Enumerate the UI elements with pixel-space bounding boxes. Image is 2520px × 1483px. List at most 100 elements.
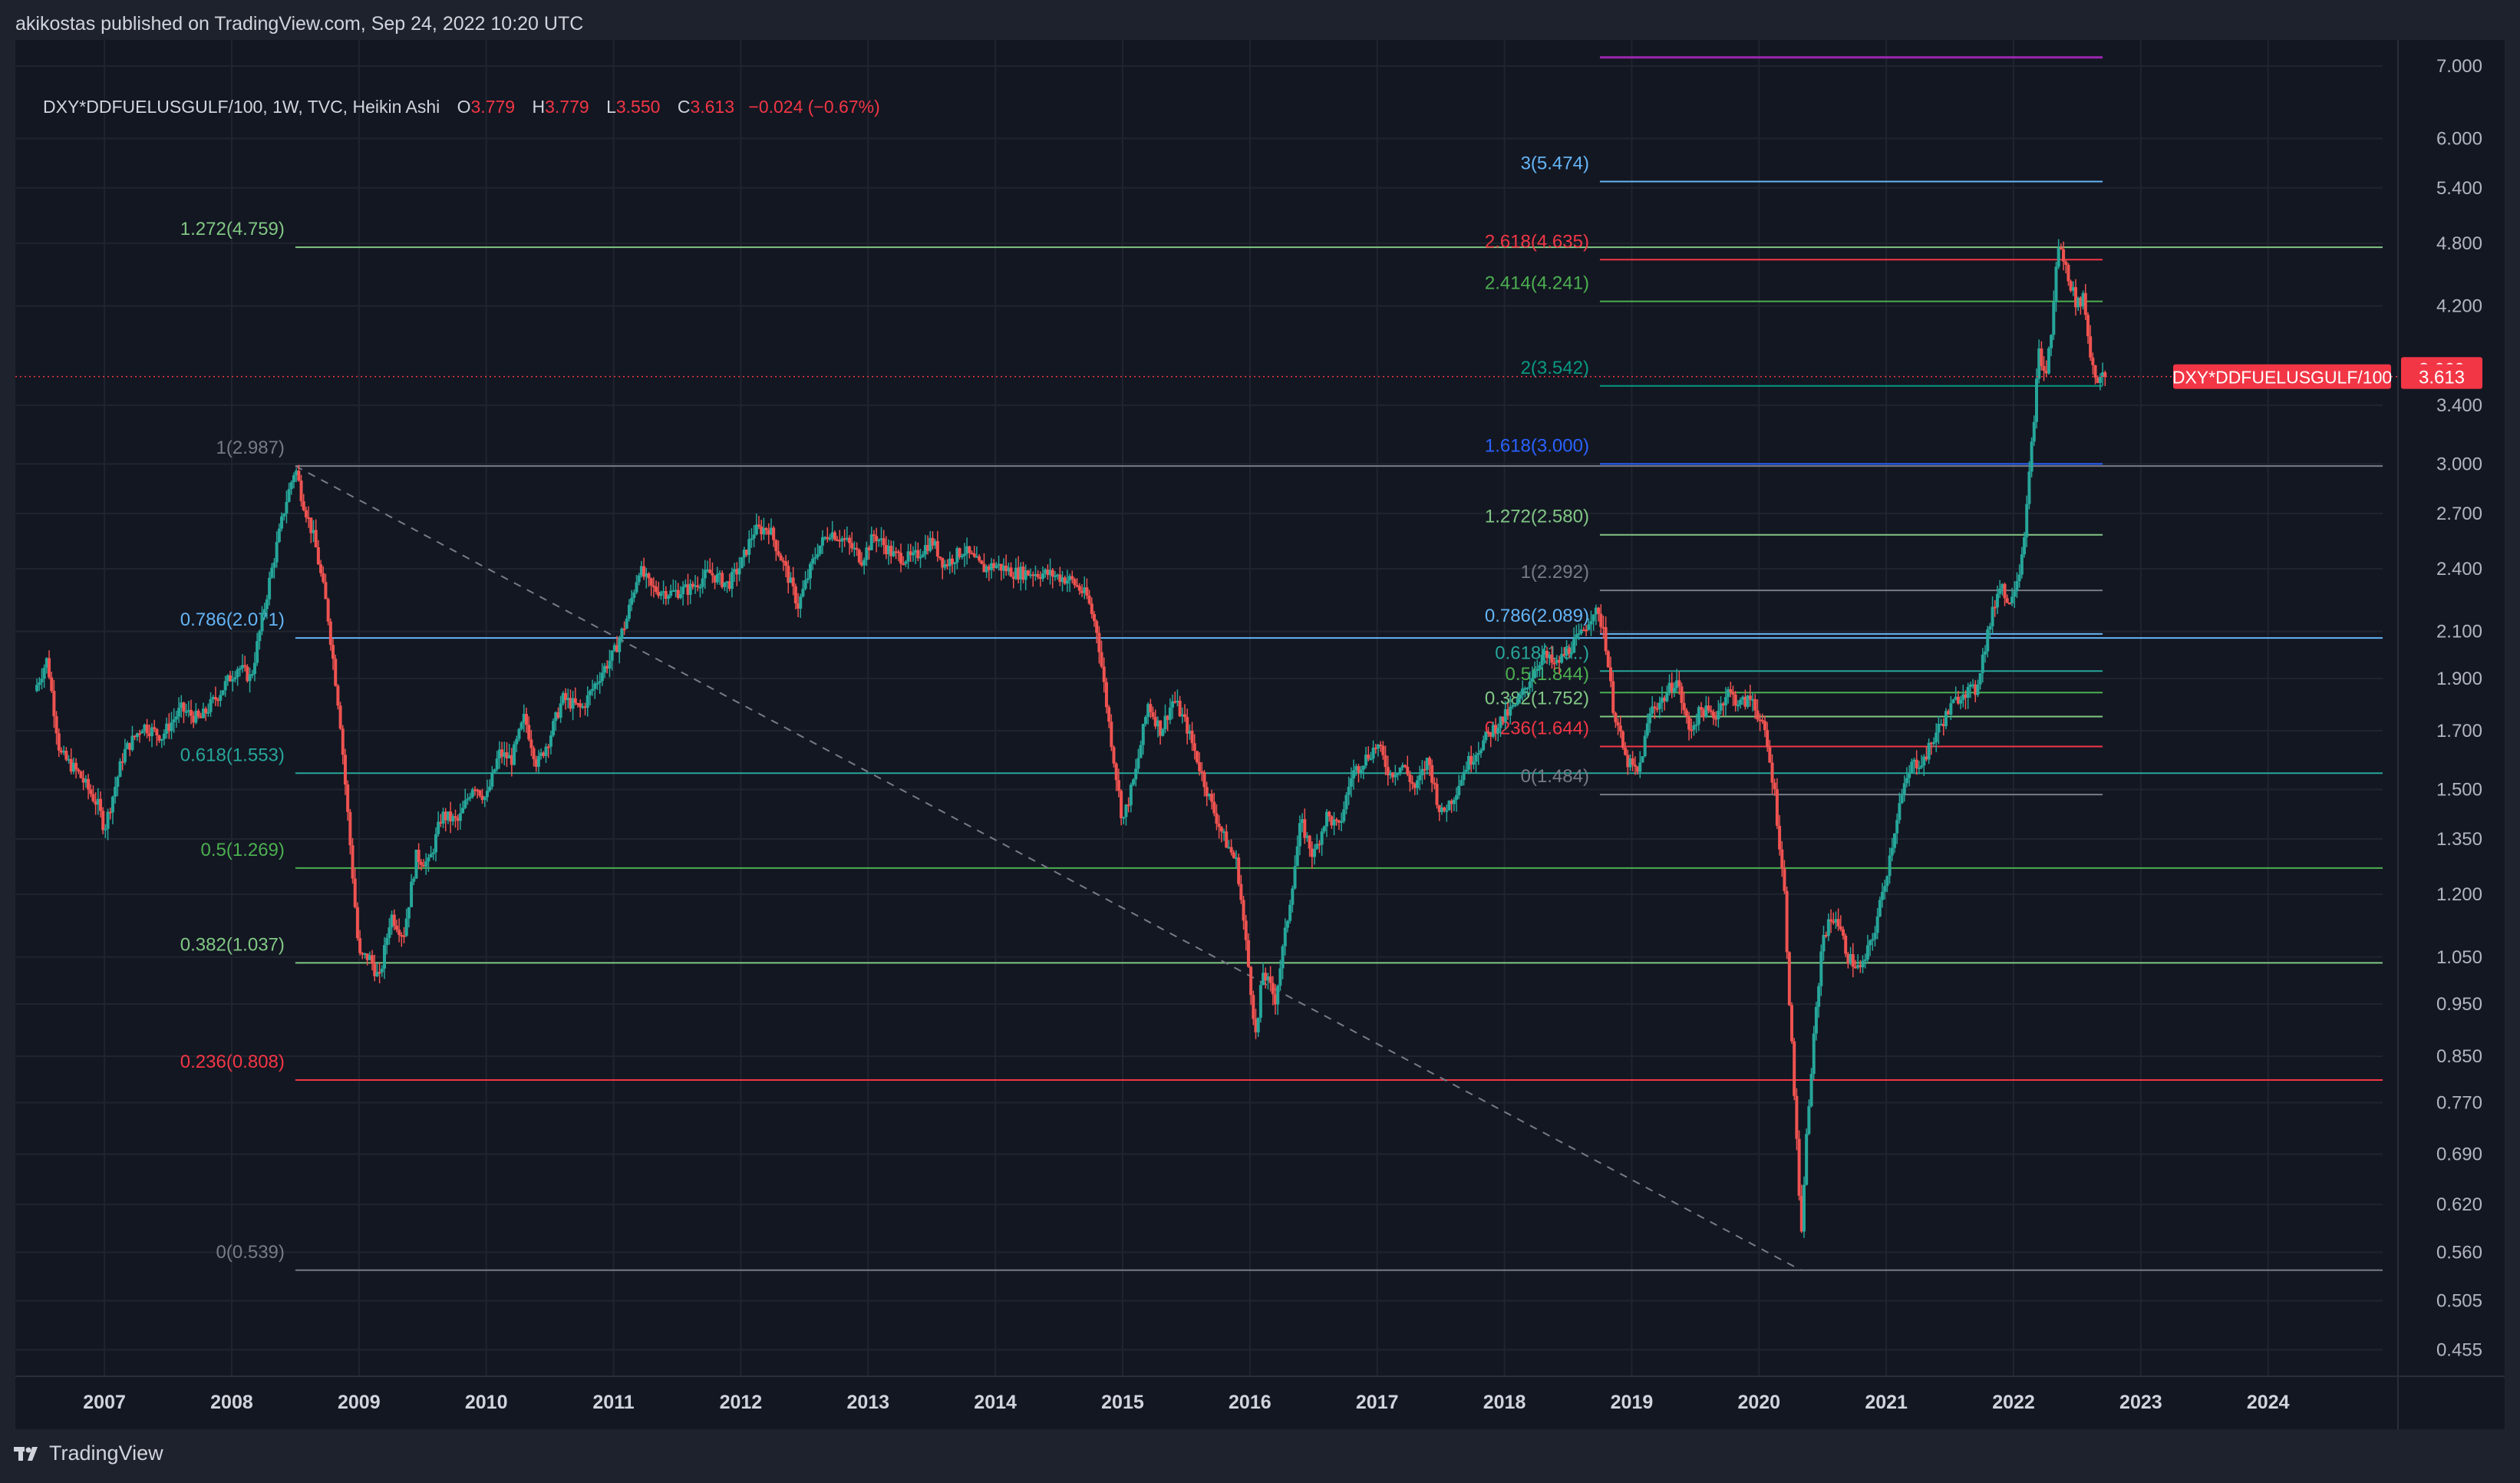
tradingview-brand[interactable]: TradingView bbox=[14, 1442, 163, 1465]
candle-body bbox=[1100, 652, 1103, 667]
candle-body bbox=[1310, 848, 1314, 857]
candle-body bbox=[1450, 801, 1453, 804]
candle-body bbox=[1217, 824, 1221, 827]
candle-body bbox=[627, 604, 631, 619]
time-axis[interactable]: 2007 2008 2009 2010 2011 2012 2013 2014 2015 2016… bbox=[83, 1392, 2289, 1413]
candle-body bbox=[1829, 919, 1833, 922]
candle-body bbox=[678, 594, 682, 599]
candle-body bbox=[302, 500, 305, 510]
candle-body bbox=[764, 527, 768, 530]
candle-body bbox=[914, 550, 918, 553]
candle-body bbox=[777, 551, 780, 556]
time-tick-label: 2012 bbox=[720, 1392, 763, 1413]
price-tick-label: 0.560 bbox=[2436, 1242, 2482, 1263]
candle-body bbox=[818, 545, 822, 554]
fib-extension-right[interactable]: 3(5.474) 2.618(4.635) 2.414(4.241) 2(3.542)… bbox=[1485, 56, 2103, 796]
time-tick-label: 2016 bbox=[1229, 1392, 1272, 1413]
high-value: 3.779 bbox=[545, 97, 589, 117]
candle-body bbox=[1550, 654, 1554, 663]
candle-body bbox=[1455, 794, 1459, 801]
candle-body bbox=[532, 748, 536, 760]
candle-body bbox=[1739, 699, 1743, 705]
candle-body bbox=[816, 553, 820, 557]
candle-body bbox=[368, 955, 371, 960]
candle-body bbox=[1324, 811, 1328, 827]
candle-body bbox=[147, 733, 151, 737]
price-chart[interactable]: 1.272(4.759) 1(2.987) 0.786(2.071) 0.618(1.… bbox=[15, 40, 2505, 1429]
candle-body bbox=[708, 570, 712, 573]
series-name-label: DXY*DDFUELUSGULF/100 bbox=[2172, 368, 2392, 388]
candle-body bbox=[896, 551, 900, 553]
candle-body bbox=[1484, 732, 1488, 741]
candle-body bbox=[539, 752, 543, 757]
candle-body bbox=[221, 690, 225, 695]
candle-body bbox=[277, 528, 281, 543]
candle-body bbox=[1163, 715, 1167, 730]
candle-body bbox=[1599, 613, 1603, 627]
candle-body bbox=[314, 530, 318, 547]
chart-panel[interactable]: 1.272(4.759) 1(2.987) 0.786(2.071) 0.618(1.… bbox=[15, 40, 2505, 1429]
price-tick-label: 0.850 bbox=[2436, 1046, 2482, 1067]
candle-body bbox=[651, 585, 655, 587]
candle-body bbox=[172, 719, 176, 723]
candle-body bbox=[823, 537, 827, 539]
candle-body bbox=[1361, 765, 1365, 770]
candle-body bbox=[1180, 714, 1184, 717]
symbol-info[interactable]: DXY*DDFUELUSGULF/100, 1W, TVC, Heikin As… bbox=[43, 97, 440, 117]
open-value: 3.779 bbox=[470, 97, 516, 117]
candle-body bbox=[1501, 716, 1505, 722]
candle-body bbox=[754, 524, 758, 535]
candle-body bbox=[1283, 927, 1287, 946]
candle-body bbox=[1548, 654, 1552, 659]
candle-body bbox=[483, 797, 487, 801]
candle-body bbox=[1440, 808, 1443, 812]
candle-body bbox=[1364, 755, 1368, 766]
candle-body bbox=[1141, 724, 1145, 745]
candle-body bbox=[1285, 920, 1289, 928]
candle-body bbox=[811, 558, 815, 564]
candle-body bbox=[772, 527, 776, 540]
candle-body bbox=[378, 972, 381, 974]
candle-body bbox=[150, 727, 153, 737]
candle-body bbox=[1396, 773, 1400, 775]
candle-body bbox=[1521, 689, 1525, 695]
candle-body bbox=[784, 561, 788, 566]
candle-body bbox=[446, 811, 450, 821]
price-tick-label: 1.500 bbox=[2436, 780, 2482, 801]
symbol-legend[interactable]: DXY*DDFUELUSGULF/100, 1W, TVC, Heikin As… bbox=[43, 97, 880, 117]
candle-body bbox=[1322, 826, 1326, 832]
fib-trend-line[interactable] bbox=[295, 465, 1802, 1271]
candle-body bbox=[50, 677, 54, 692]
candle-body bbox=[879, 538, 883, 540]
candle-body bbox=[1215, 813, 1219, 824]
time-tick-label: 2017 bbox=[1356, 1392, 1399, 1413]
candle-body bbox=[385, 937, 389, 946]
candle-body bbox=[1621, 731, 1624, 748]
price-tick-label: 7.000 bbox=[2436, 56, 2482, 77]
price-axis[interactable]: 7.000 6.000 5.400 4.800 4.200 3.400 3.000 2.700… bbox=[2436, 56, 2482, 1360]
candle-body bbox=[1070, 576, 1074, 580]
fib-left-level-label: 0.786(2.071) bbox=[180, 609, 285, 630]
candle-body bbox=[1349, 778, 1353, 787]
candle-body bbox=[608, 660, 612, 669]
candle-body bbox=[536, 756, 540, 767]
candle-body bbox=[869, 534, 873, 550]
candle-body bbox=[2101, 372, 2105, 378]
candle-body bbox=[1908, 772, 1911, 778]
candle-body bbox=[40, 679, 44, 682]
candle-body bbox=[1991, 606, 1994, 626]
candle-body bbox=[190, 709, 193, 716]
candle-body bbox=[1122, 817, 1126, 819]
candle-body bbox=[1021, 566, 1025, 580]
candle-body bbox=[1628, 758, 1632, 768]
candle-body bbox=[427, 857, 430, 862]
candle-body bbox=[461, 808, 465, 814]
candle-body bbox=[466, 798, 470, 801]
candle-body bbox=[1053, 575, 1057, 577]
candle-body bbox=[361, 953, 364, 955]
fib-retracement-left[interactable]: 1.272(4.759) 1(2.987) 0.786(2.071) 0.618(1.… bbox=[180, 219, 2383, 1271]
price-tick-label: 0.620 bbox=[2436, 1194, 2482, 1215]
candle-body bbox=[1885, 876, 1889, 887]
candle-body bbox=[1038, 576, 1042, 580]
candle-body bbox=[184, 711, 188, 713]
